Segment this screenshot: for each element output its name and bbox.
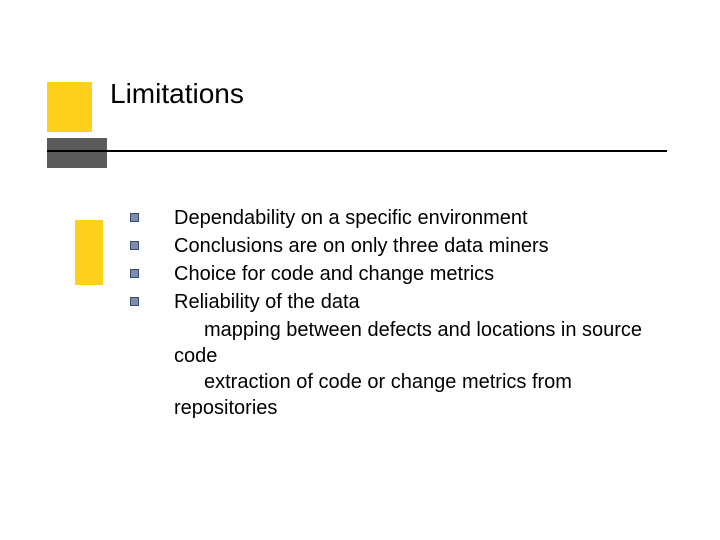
sub-item-1: mapping between defects and locations in…	[174, 317, 690, 369]
bullet-text: Dependability on a specific environment	[174, 205, 528, 231]
bullet-item: Conclusions are on only three data miner…	[130, 233, 690, 259]
slide-title: Limitations	[110, 78, 244, 110]
bullet-text: Conclusions are on only three data miner…	[174, 233, 549, 259]
content-area: Dependability on a specific environment …	[130, 205, 690, 421]
bullet-item: Reliability of the data	[130, 289, 690, 315]
bullet-icon	[130, 241, 139, 250]
title-underline	[47, 150, 667, 152]
sub-item-2: extraction of code or change metrics fro…	[174, 369, 690, 421]
bullet-icon	[130, 213, 139, 222]
bullet-text: Choice for code and change metrics	[174, 261, 494, 287]
bullet-text: Reliability of the data	[174, 289, 360, 315]
bullet-item: Dependability on a specific environment	[130, 205, 690, 231]
bullet-icon	[130, 297, 139, 306]
bullet-icon	[130, 269, 139, 278]
yellow-accent-top	[47, 82, 92, 132]
bullet-item: Choice for code and change metrics	[130, 261, 690, 287]
dark-accent-block	[47, 138, 107, 168]
yellow-accent-side	[75, 220, 103, 285]
